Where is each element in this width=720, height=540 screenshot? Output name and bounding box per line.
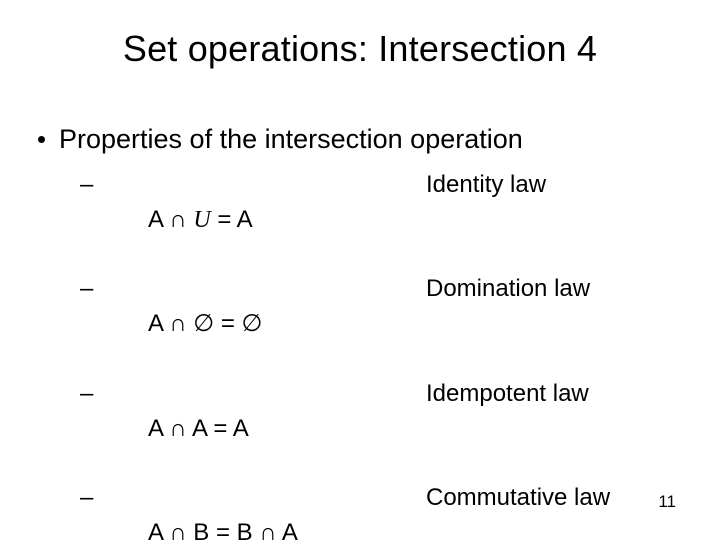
list-item: – A ∩ ∅ = ∅ Domination law: [80, 272, 680, 376]
law-name: Idempotent law: [426, 377, 680, 412]
expression: A ∩ B = B ∩ A: [96, 481, 426, 540]
law-name: Commutative law: [426, 481, 680, 516]
expr-part: A ∩ A = A: [148, 415, 249, 442]
bullet-icon: [38, 136, 45, 143]
dash-icon: –: [80, 272, 96, 307]
expression: A ∩ A = A: [96, 377, 426, 481]
expr-italic: U: [193, 207, 210, 233]
expr-part: A ∩ ∅ = ∅: [148, 310, 262, 337]
expr-part: A ∩ B = B ∩ A: [148, 519, 298, 540]
expression: A ∩ U = A: [96, 168, 426, 272]
law-name: Domination law: [426, 272, 680, 307]
slide: Set operations: Intersection 4 Propertie…: [0, 0, 720, 540]
law-list: – A ∩ U = A Identity law – A ∩ ∅ = ∅ Dom…: [80, 168, 680, 540]
expr-part: = A: [211, 206, 253, 233]
expr-part: A ∩: [148, 206, 193, 233]
list-item: – A ∩ B = B ∩ A Commutative law: [80, 481, 680, 540]
list-item: – A ∩ U = A Identity law: [80, 168, 680, 272]
list-item: – A ∩ A = A Idempotent law: [80, 377, 680, 481]
expression: A ∩ ∅ = ∅: [96, 272, 426, 376]
heading-text: Properties of the intersection operation: [59, 124, 523, 155]
dash-icon: –: [80, 377, 96, 412]
slide-title: Set operations: Intersection 4: [0, 28, 720, 70]
dash-icon: –: [80, 481, 96, 516]
heading-bullet: Properties of the intersection operation: [38, 124, 523, 155]
page-number: 11: [658, 492, 676, 512]
dash-icon: –: [80, 168, 96, 203]
law-name: Identity law: [426, 168, 680, 203]
